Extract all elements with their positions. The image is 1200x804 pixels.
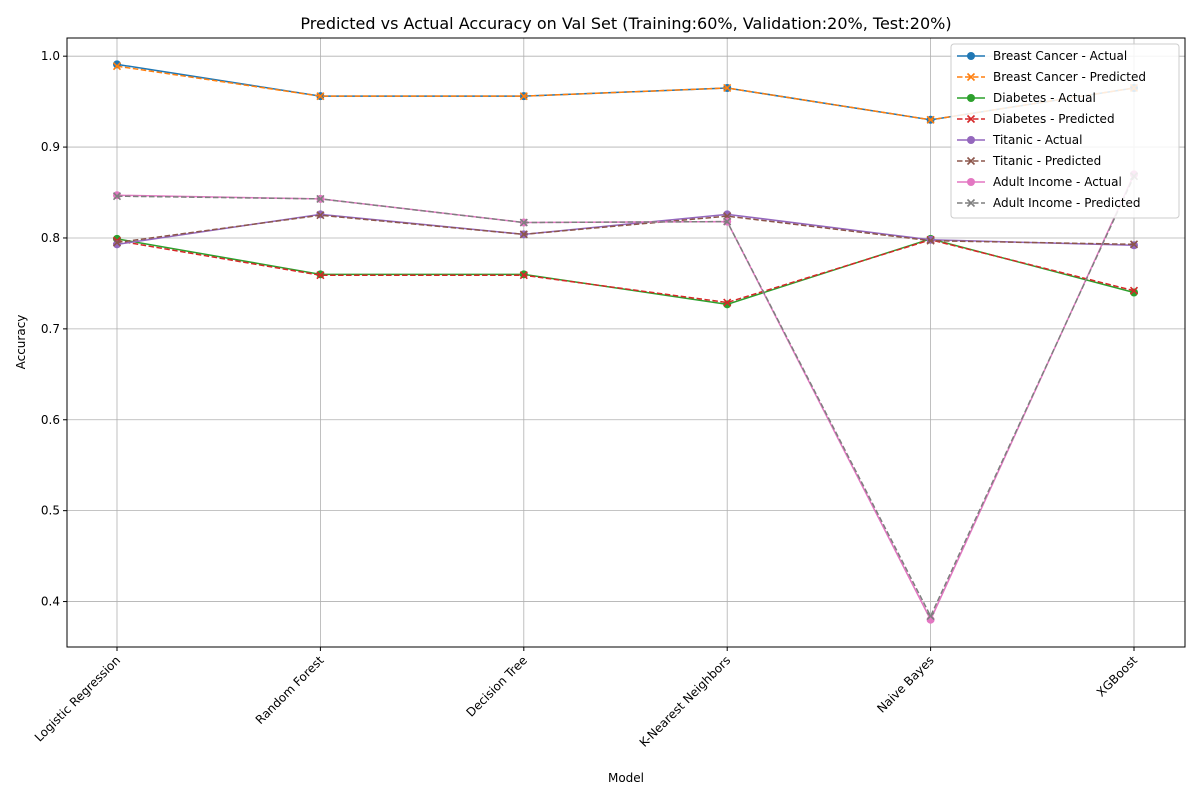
x-tick-label: K-Nearest Neighbors [637, 653, 734, 750]
series-2 [113, 234, 1138, 309]
data-point [723, 217, 732, 226]
grid-lines [67, 38, 1185, 647]
legend-marker [966, 72, 976, 82]
legend-label: Breast Cancer - Predicted [993, 70, 1146, 84]
legend-marker [967, 94, 975, 102]
legend-item: Adult Income - Actual [957, 175, 1122, 189]
legend-label: Diabetes - Actual [993, 91, 1096, 105]
y-axis: 0.4 0.5 0.6 0.7 0.8 0.9 1.0 [41, 49, 67, 609]
data-point [723, 298, 732, 307]
y-tick-label: 0.7 [41, 322, 60, 336]
data-point [519, 271, 528, 280]
legend-marker [967, 52, 975, 60]
data-point [519, 218, 528, 227]
data-point [316, 271, 325, 280]
data-point [316, 194, 325, 203]
data-point [723, 83, 732, 93]
data-point [926, 612, 935, 621]
legend-label: Adult Income - Predicted [993, 196, 1141, 210]
y-tick-label: 0.6 [41, 413, 60, 427]
x-tick-label: XGBoost [1094, 653, 1140, 699]
data-point [926, 115, 935, 124]
legend-label: Titanic - Predicted [992, 154, 1101, 168]
legend-item: Diabetes - Actual [957, 91, 1096, 105]
chart-title: Predicted vs Actual Accuracy on Val Set … [300, 14, 951, 33]
data-point [519, 230, 528, 239]
series-line [116, 175, 1135, 618]
x-axis: Logistic Regression Random Forest Decision… [32, 647, 1140, 750]
legend-label: Breast Cancer - Actual [993, 49, 1127, 63]
legend-item: Breast Cancer - Actual [957, 49, 1127, 63]
plot-frame [66, 37, 1186, 648]
x-tick-label: Random Forest [253, 653, 327, 727]
legend-item: Titanic - Actual [957, 133, 1082, 147]
x-tick-label: Naive Bayes [874, 653, 936, 715]
series-3 [112, 235, 1139, 307]
legend-label: Adult Income - Actual [993, 175, 1122, 189]
legend-marker [966, 156, 976, 166]
data-point [112, 192, 122, 201]
data-point [926, 236, 935, 245]
data-point [316, 211, 325, 220]
series-7 [112, 172, 1139, 621]
x-tick-label: Decision Tree [464, 653, 530, 719]
legend-item: Titanic - Predicted [957, 154, 1101, 168]
legend: Breast Cancer - Actual Breast Cancer - Pr… [950, 43, 1180, 219]
data-point [316, 92, 325, 101]
y-tick-label: 0.9 [41, 140, 60, 154]
legend-marker [967, 178, 975, 186]
series-line [116, 239, 1135, 304]
y-tick-label: 0.4 [41, 595, 60, 609]
series-line [116, 213, 1135, 246]
legend-label: Diabetes - Predicted [993, 112, 1115, 126]
legend-label: Titanic - Actual [992, 133, 1082, 147]
y-axis-label: Accuracy [14, 315, 28, 370]
data-point [112, 62, 122, 71]
series-line [116, 238, 1135, 306]
legend-marker [967, 136, 975, 144]
x-tick-label: Logistic Regression [32, 653, 123, 744]
data-point [112, 238, 122, 247]
legend-item: Diabetes - Predicted [957, 112, 1115, 126]
y-tick-label: 1.0 [41, 49, 60, 63]
y-tick-label: 0.5 [41, 504, 60, 518]
data-point [1129, 286, 1139, 295]
y-tick-label: 0.8 [41, 231, 60, 245]
legend-item: Breast Cancer - Predicted [957, 70, 1146, 84]
data-point [1129, 240, 1139, 249]
legend-marker [966, 114, 976, 124]
legend-box [950, 43, 1180, 219]
series-line [116, 214, 1135, 246]
legend-marker [966, 198, 976, 208]
legend-item: Adult Income - Predicted [957, 196, 1141, 210]
x-axis-label: Model [608, 771, 644, 785]
data-point [519, 92, 528, 101]
